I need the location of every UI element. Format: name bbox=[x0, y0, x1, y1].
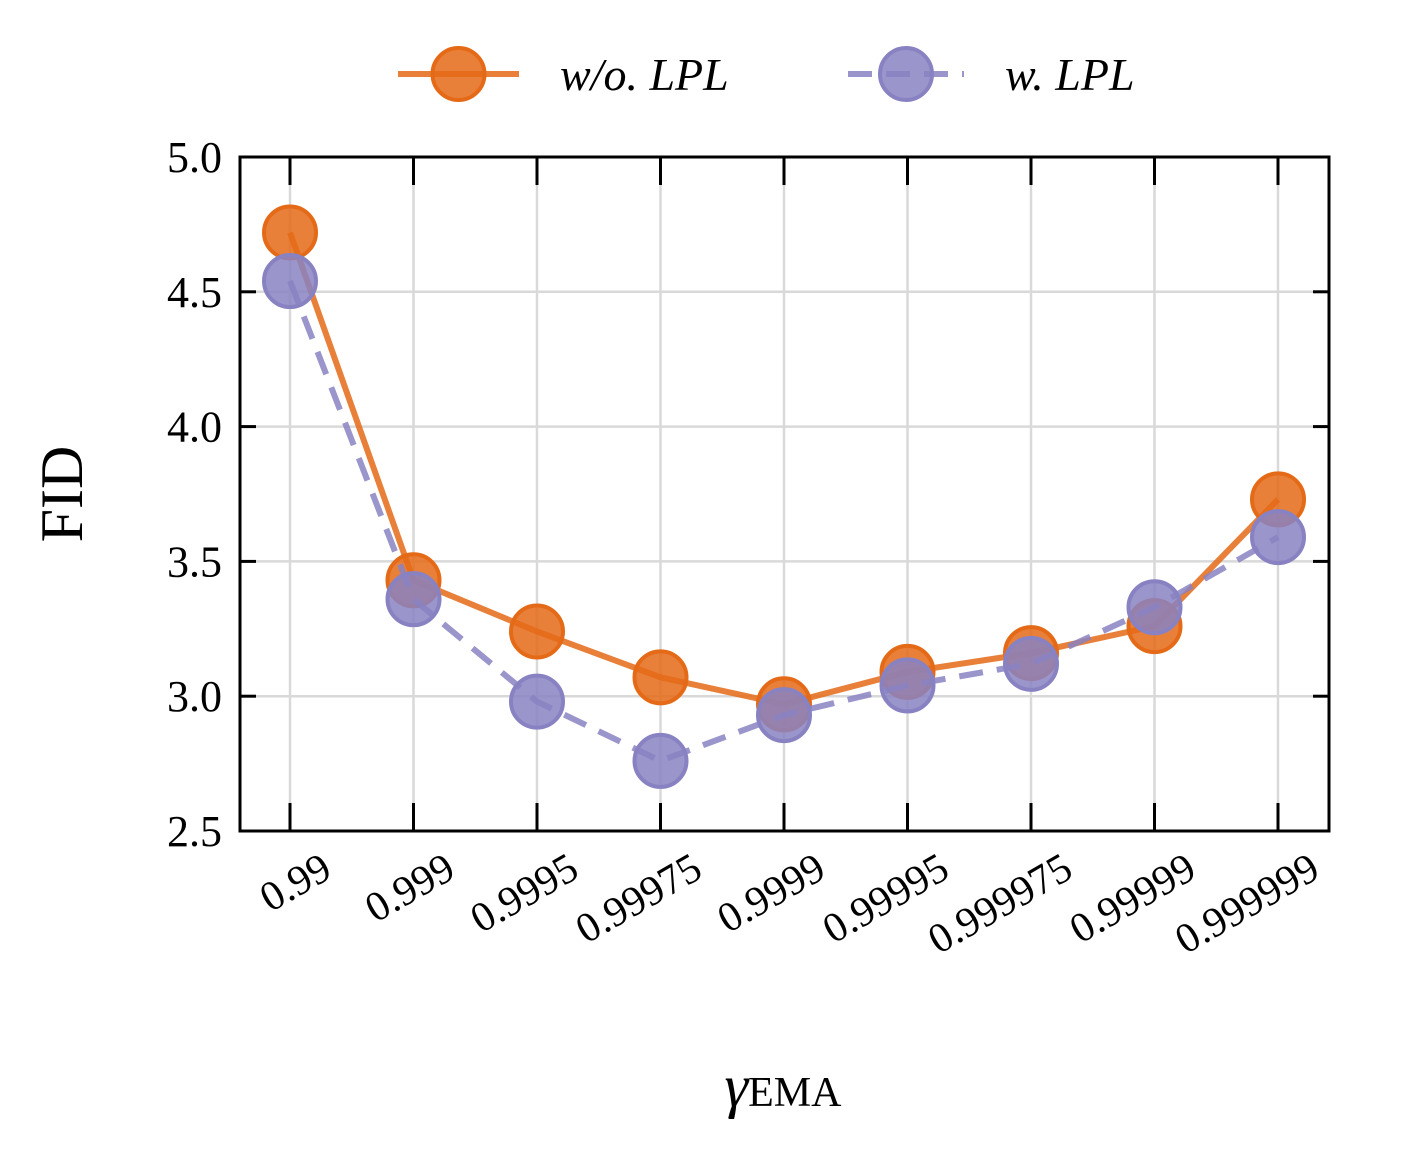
x-axis-label: γEMA bbox=[725, 1053, 843, 1119]
ytick-labels: 2.5 3.0 3.5 4.0 4.5 5.0 bbox=[167, 133, 222, 856]
legend-marker bbox=[878, 46, 934, 102]
data-point bbox=[385, 571, 442, 628]
x-tick-label: 0.999975 bbox=[921, 845, 1080, 964]
data-point bbox=[632, 649, 689, 706]
x-tick-label: 0.9999 bbox=[710, 845, 833, 943]
data-point bbox=[509, 673, 565, 730]
x-tick-label: 0.99 bbox=[252, 845, 339, 922]
y-tick-label: 3.0 bbox=[167, 672, 222, 721]
data-point bbox=[509, 603, 565, 660]
legend: w/o. LPL w. LPL bbox=[398, 46, 1135, 102]
legend-item: w. LPL bbox=[848, 46, 1135, 102]
x-tick-label: 0.999 bbox=[358, 845, 463, 932]
data-point bbox=[1003, 635, 1059, 692]
x-tick-label: 0.99975 bbox=[568, 845, 709, 953]
legend-item: w/o. LPL bbox=[398, 46, 729, 102]
ticks bbox=[240, 157, 1329, 831]
x-tick-label: 0.999999 bbox=[1168, 845, 1327, 964]
data-point bbox=[756, 687, 812, 744]
y-axis-label: FID bbox=[29, 446, 95, 543]
data-point bbox=[879, 657, 936, 714]
legend-label: w/o. LPL bbox=[560, 49, 729, 100]
data-point bbox=[1126, 579, 1183, 636]
y-tick-label: 2.5 bbox=[167, 807, 222, 856]
y-tick-label: 5.0 bbox=[167, 133, 222, 182]
y-tick-label: 4.5 bbox=[167, 268, 222, 317]
data-point bbox=[262, 204, 318, 261]
x-axis-label-sub: EMA bbox=[748, 1070, 842, 1116]
data-point bbox=[632, 732, 689, 789]
legend-label: w. LPL bbox=[1005, 49, 1135, 100]
y-tick-label: 4.0 bbox=[167, 403, 222, 452]
data-point bbox=[1250, 509, 1306, 566]
x-tick-label: 0.9995 bbox=[463, 845, 586, 943]
series-layer bbox=[262, 204, 1306, 789]
data-point bbox=[262, 253, 318, 310]
series-2 bbox=[262, 253, 1306, 789]
y-tick-label: 3.5 bbox=[167, 537, 222, 586]
x-axis-label-main: γ bbox=[725, 1053, 750, 1119]
legend-marker bbox=[430, 46, 487, 102]
